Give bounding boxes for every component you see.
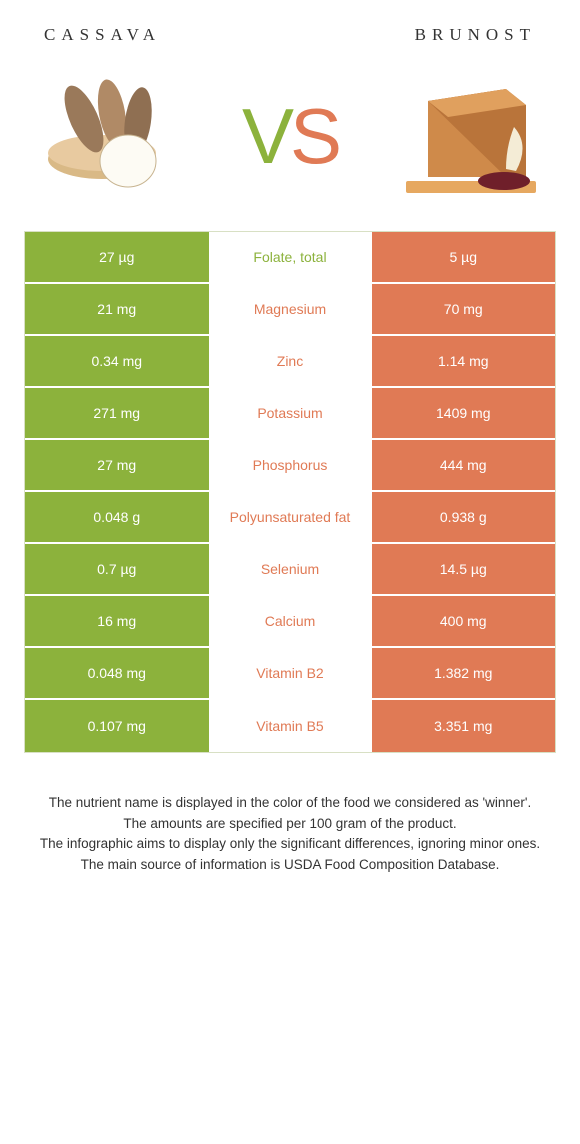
footer-line: The main source of information is USDA F… [24,855,556,875]
right-value: 444 mg [370,440,556,490]
brunost-image [386,71,546,201]
nutrient-table: 27 µgFolate, total5 µg21 mgMagnesium70 m… [24,231,556,753]
left-value: 16 mg [25,596,211,646]
nutrient-label: Zinc [211,336,370,386]
table-row: 0.34 mgZinc1.14 mg [25,336,555,388]
footer-line: The amounts are specified per 100 gram o… [24,814,556,834]
left-value: 27 µg [25,232,211,282]
nutrient-label: Vitamin B2 [211,648,370,698]
nutrient-label: Selenium [211,544,370,594]
left-value: 271 mg [25,388,211,438]
cassava-image [34,71,194,201]
table-row: 271 mgPotassium1409 mg [25,388,555,440]
nutrient-label: Potassium [211,388,370,438]
nutrient-label: Vitamin B5 [211,700,370,752]
table-row: 0.107 mgVitamin B53.351 mg [25,700,555,752]
nutrient-label: Calcium [211,596,370,646]
table-row: 27 µgFolate, total5 µg [25,232,555,284]
right-value: 3.351 mg [370,700,556,752]
table-row: 0.048 mgVitamin B21.382 mg [25,648,555,700]
table-row: 27 mgPhosphorus444 mg [25,440,555,492]
left-value: 0.048 g [25,492,211,542]
vs-s-letter: S [290,92,338,180]
left-value: 27 mg [25,440,211,490]
footer-notes: The nutrient name is displayed in the co… [24,793,556,874]
table-row: 0.7 µgSelenium14.5 µg [25,544,555,596]
right-value: 14.5 µg [370,544,556,594]
footer-line: The infographic aims to display only the… [24,834,556,854]
right-value: 70 mg [370,284,556,334]
nutrient-label: Polyunsaturated fat [211,492,370,542]
nutrient-label: Folate, total [211,232,370,282]
title-right: brunost [415,20,536,47]
footer-line: The nutrient name is displayed in the co… [24,793,556,813]
right-value: 1409 mg [370,388,556,438]
left-value: 0.34 mg [25,336,211,386]
left-value: 0.7 µg [25,544,211,594]
table-row: 0.048 gPolyunsaturated fat0.938 g [25,492,555,544]
nutrient-label: Phosphorus [211,440,370,490]
right-value: 1.14 mg [370,336,556,386]
table-row: 21 mgMagnesium70 mg [25,284,555,336]
table-row: 16 mgCalcium400 mg [25,596,555,648]
left-value: 0.107 mg [25,700,211,752]
title-left: cassava [44,20,161,47]
nutrient-label: Magnesium [211,284,370,334]
right-value: 5 µg [370,232,556,282]
vs-label: VS [242,91,338,182]
left-value: 21 mg [25,284,211,334]
right-value: 400 mg [370,596,556,646]
hero-row: VS [24,71,556,201]
left-value: 0.048 mg [25,648,211,698]
right-value: 0.938 g [370,492,556,542]
header: cassava brunost [24,20,556,47]
right-value: 1.382 mg [370,648,556,698]
vs-v-letter: V [242,92,290,180]
